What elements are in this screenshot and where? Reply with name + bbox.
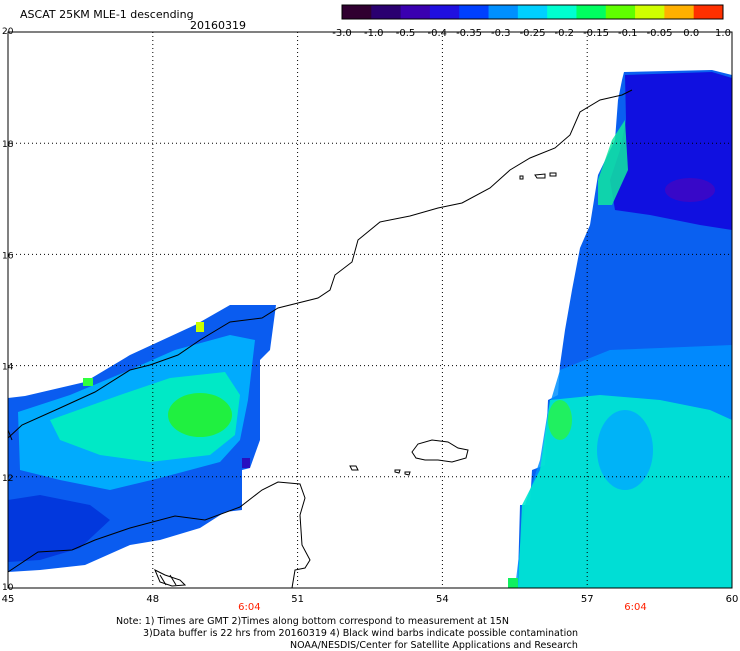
colorbar-label: -1.0 bbox=[364, 28, 384, 39]
east-swath-blue-patch bbox=[597, 410, 653, 490]
colorbar-label: -0.3 bbox=[491, 28, 511, 39]
colorbar-segment bbox=[371, 5, 402, 19]
map-title: ASCAT 25KM MLE-1 descending bbox=[20, 8, 194, 21]
kuria-muria-islands bbox=[519, 172, 557, 180]
east-swath-green-patch bbox=[548, 400, 572, 440]
colorbar-segment bbox=[488, 5, 519, 19]
axis-labels: 45 48 51 54 57 60 20 18 16 14 12 10 6:04 6:04 bbox=[2, 27, 739, 613]
west-swath-yellow-cell bbox=[196, 322, 204, 332]
abd-al-kuri-island bbox=[349, 465, 359, 471]
colorbar-segment bbox=[517, 5, 548, 19]
colorbar: -3.0 -1.0 -0.5 -0.4 -0.35 -0.3 -0.25 -0.2 -0.15-… bbox=[332, 4, 731, 39]
west-swath-green-cell bbox=[83, 378, 93, 386]
map-grid bbox=[8, 32, 732, 588]
east-swath-green-band bbox=[598, 120, 628, 205]
latitude-label: 10 bbox=[2, 583, 14, 593]
map-date: 20160319 bbox=[190, 19, 246, 32]
east-swath-green-cell bbox=[508, 578, 518, 588]
east-swath-deep bbox=[610, 72, 732, 230]
latitude-label: 12 bbox=[2, 474, 13, 484]
longitude-label: 51 bbox=[291, 594, 304, 605]
west-swath-dark bbox=[8, 495, 110, 562]
colorbar-segment bbox=[429, 5, 460, 19]
map-frame bbox=[7, 31, 733, 589]
horn-of-africa-coast bbox=[7, 481, 311, 589]
latitude-label: 16 bbox=[2, 251, 14, 261]
somali-coast-fragment bbox=[154, 568, 187, 587]
swath-time-label: 6:04 bbox=[238, 602, 260, 613]
wind-barbs bbox=[7, 429, 177, 586]
wind-data-swaths bbox=[8, 70, 732, 588]
colorbar-label: -0.25 bbox=[520, 28, 546, 39]
colorbar-segment bbox=[664, 5, 695, 19]
colorbar-label: -0.1 bbox=[618, 28, 638, 39]
colorbar-label: -0.4 bbox=[427, 28, 447, 39]
colorbar-label: 0.0 bbox=[683, 28, 699, 39]
samhah-island bbox=[394, 469, 401, 474]
colorbar-segment bbox=[342, 5, 372, 19]
socotra-island bbox=[411, 439, 469, 463]
colorbar-label: -3.0 bbox=[332, 28, 352, 39]
colorbar-label: -0.15 bbox=[583, 28, 609, 39]
longitude-label: 54 bbox=[436, 594, 449, 605]
longitude-label: 57 bbox=[581, 594, 594, 605]
colorbar-segment bbox=[605, 5, 636, 19]
colorbar-label: 1.0 bbox=[715, 28, 731, 39]
footer-note-line-1: Note: 1) Times are GMT 2)Times along bot… bbox=[116, 616, 509, 627]
colorbar-label: -0.05 bbox=[647, 28, 673, 39]
colorbar-segment bbox=[547, 5, 577, 19]
longitude-label: 48 bbox=[146, 594, 159, 605]
west-swath-green bbox=[168, 393, 232, 437]
colorbar-label: -0.5 bbox=[396, 28, 416, 39]
colorbar-label: -0.35 bbox=[456, 28, 482, 39]
colorbar-segment bbox=[576, 5, 607, 19]
colorbar-label: -0.2 bbox=[554, 28, 574, 39]
latitude-label: 18 bbox=[2, 140, 14, 150]
east-swath-cyan bbox=[518, 395, 732, 588]
footer-note-line-2: 3)Data buffer is 22 hrs from 20160319 4)… bbox=[143, 628, 579, 639]
longitude-label: 60 bbox=[726, 594, 739, 605]
swath-time-label: 6:04 bbox=[624, 602, 646, 613]
footer-note-line-3: NOAA/NESDIS/Center for Satellite Applica… bbox=[290, 640, 578, 651]
darsah-island bbox=[404, 471, 411, 476]
latitude-label: 14 bbox=[2, 363, 14, 373]
colorbar-segment bbox=[693, 5, 724, 19]
colorbar-frame bbox=[341, 4, 724, 20]
latitude-label: 20 bbox=[2, 27, 14, 37]
west-swath-indigo-cell bbox=[242, 458, 250, 468]
colorbar-segment bbox=[635, 5, 665, 19]
longitude-label: 45 bbox=[2, 594, 15, 605]
colorbar-segment bbox=[459, 5, 490, 19]
colorbar-segment bbox=[400, 5, 431, 19]
east-swath-indigo-spot bbox=[665, 178, 715, 202]
